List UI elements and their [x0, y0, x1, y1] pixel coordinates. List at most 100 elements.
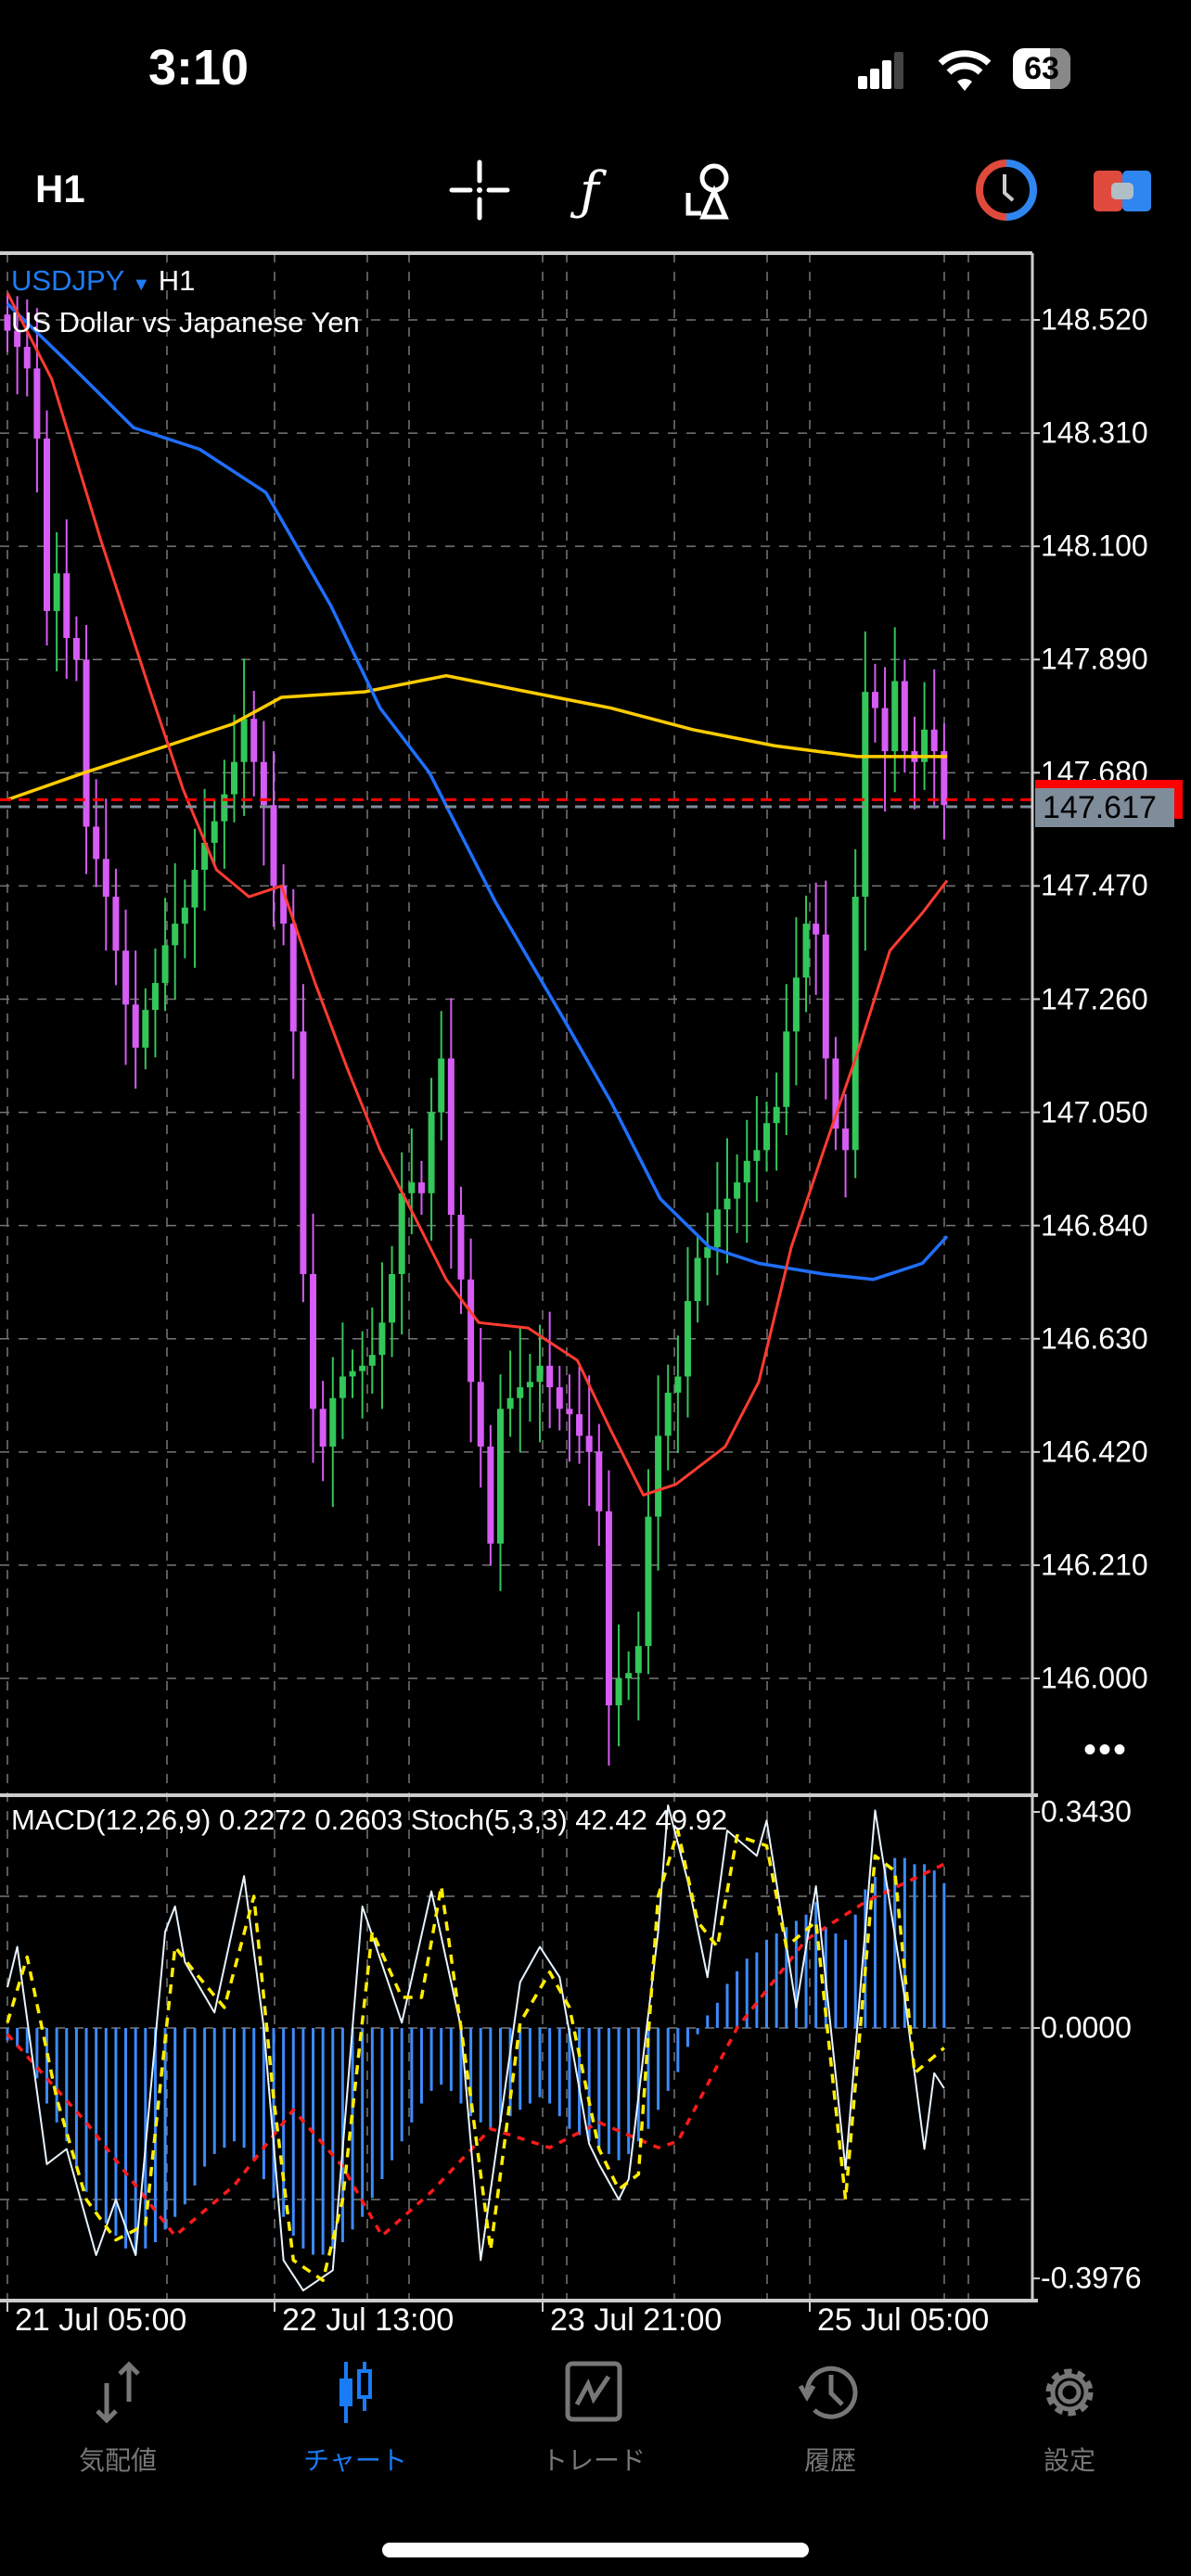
clock-icon[interactable] [974, 158, 1039, 223]
bullish-candle [724, 1198, 731, 1210]
bullish-candle [645, 1516, 652, 1647]
bullish-candle [891, 681, 899, 752]
bullish-candle [497, 1409, 504, 1544]
indicator-axis-label: 0.0000 [1041, 2010, 1132, 2045]
bullish-candle [862, 692, 869, 898]
tab-settings[interactable]: 設定 [977, 2355, 1162, 2478]
price-chart[interactable] [0, 0, 1191, 2374]
symbol-timeframe: H1 [158, 264, 196, 297]
bullish-candle [526, 1382, 533, 1388]
tab-history[interactable]: 履歴 [737, 2355, 923, 2478]
bearish-candle [901, 681, 908, 752]
bearish-candle [44, 438, 51, 611]
dropdown-triangle-icon: ▼ [132, 274, 151, 295]
bullish-candle [921, 729, 928, 762]
bearish-candle [112, 897, 120, 951]
trade-chart-icon [565, 2361, 622, 2422]
bearish-candle [871, 692, 878, 708]
bearish-candle [941, 751, 948, 806]
bearish-candle [63, 573, 70, 638]
bearish-candle [250, 719, 258, 762]
bullish-candle [142, 1010, 149, 1048]
price-label: 148.310 [1041, 415, 1148, 450]
time-label: 21 Jul 05:00 [15, 2302, 187, 2338]
bullish-candle [792, 977, 800, 1032]
bearish-candle [576, 1414, 583, 1436]
bearish-candle [33, 368, 41, 439]
bearish-candle [487, 1447, 494, 1544]
bullish-candle [783, 1031, 790, 1107]
bearish-candle [477, 1382, 484, 1447]
bullish-candle [181, 907, 188, 925]
time-label: 23 Jul 21:00 [550, 2302, 723, 2338]
price-label: 146.420 [1041, 1435, 1148, 1469]
bullish-candle [674, 1376, 682, 1393]
bullish-candle [773, 1106, 780, 1124]
objects-icon[interactable] [677, 158, 742, 223]
status-time: 3:10 [148, 40, 250, 96]
candlestick-icon [339, 2362, 372, 2423]
trade-toggle-icon[interactable] [1090, 158, 1155, 223]
tab-trade[interactable]: トレード [501, 2355, 686, 2478]
price-label: 147.890 [1041, 642, 1148, 676]
moving-average-mid [6, 302, 949, 1282]
bullish-candle [753, 1150, 761, 1161]
function-icon[interactable]: ƒ [561, 158, 626, 223]
time-label: 22 Jul 13:00 [282, 2302, 455, 2338]
bullish-candle [230, 761, 237, 795]
tab-label: 設定 [1043, 2446, 1095, 2475]
stoch-signal-line [6, 1829, 945, 2282]
indicator-axis-label: 0.3430 [1041, 1794, 1132, 1829]
cellular-signal-icon [858, 52, 904, 89]
bullish-candle [438, 1058, 445, 1113]
bullish-candle [684, 1301, 691, 1377]
bullish-candle [734, 1182, 741, 1199]
bullish-candle [359, 1365, 366, 1371]
macd-signal-line [6, 1862, 945, 2238]
bearish-candle [132, 1004, 139, 1048]
bullish-candle [713, 1209, 721, 1247]
bullish-candle [191, 869, 198, 908]
bearish-candle [546, 1365, 554, 1388]
bid-price-label: 147.617 [1035, 788, 1174, 827]
bullish-candle [398, 1192, 405, 1274]
price-label: 146.840 [1041, 1208, 1148, 1243]
tab-quotes[interactable]: 気配値 [25, 2355, 211, 2478]
bullish-candle [634, 1646, 642, 1674]
bullish-candle [655, 1435, 662, 1517]
quotes-arrows-icon [96, 2361, 140, 2424]
battery-level: 63 [1024, 51, 1059, 86]
indicator-axis-label: -0.3976 [1041, 2261, 1142, 2295]
bullish-candle [743, 1160, 750, 1183]
tab-label: チャート [303, 2446, 407, 2475]
bullish-candle [240, 719, 248, 762]
bullish-candle [517, 1387, 524, 1398]
bearish-candle [457, 1215, 465, 1280]
tab-label: 気配値 [78, 2446, 157, 2475]
bullish-candle [802, 924, 810, 978]
bearish-candle [319, 1409, 327, 1447]
indicator-label: MACD(12,26,9) 0.2272 0.2603 Stoch(5,3,3)… [11, 1804, 728, 1836]
tab-chart[interactable]: チャート [263, 2355, 448, 2478]
bullish-candle [151, 983, 159, 1011]
moving-average-slow [6, 673, 948, 802]
timeframe-button[interactable]: H1 [35, 167, 85, 210]
tab-label: トレード [541, 2446, 646, 2475]
price-label: 148.100 [1041, 529, 1148, 563]
home-indicator[interactable] [382, 2543, 809, 2557]
bearish-candle [881, 708, 889, 752]
bearish-candle [260, 761, 267, 806]
bullish-candle [53, 573, 60, 611]
symbol-selector[interactable]: USDJPY ▼ H1 [11, 264, 195, 298]
stoch-main-line [6, 1804, 945, 2292]
price-label: 146.630 [1041, 1321, 1148, 1356]
bearish-candle [4, 314, 11, 331]
crosshair-icon[interactable] [447, 158, 512, 223]
bullish-candle [615, 1678, 622, 1706]
bullish-candle [625, 1673, 633, 1678]
more-icon[interactable]: ••• [1083, 1729, 1129, 1770]
bullish-candle [408, 1182, 416, 1193]
bearish-candle [842, 1129, 850, 1151]
bearish-candle [270, 805, 277, 886]
bullish-candle [506, 1397, 514, 1409]
